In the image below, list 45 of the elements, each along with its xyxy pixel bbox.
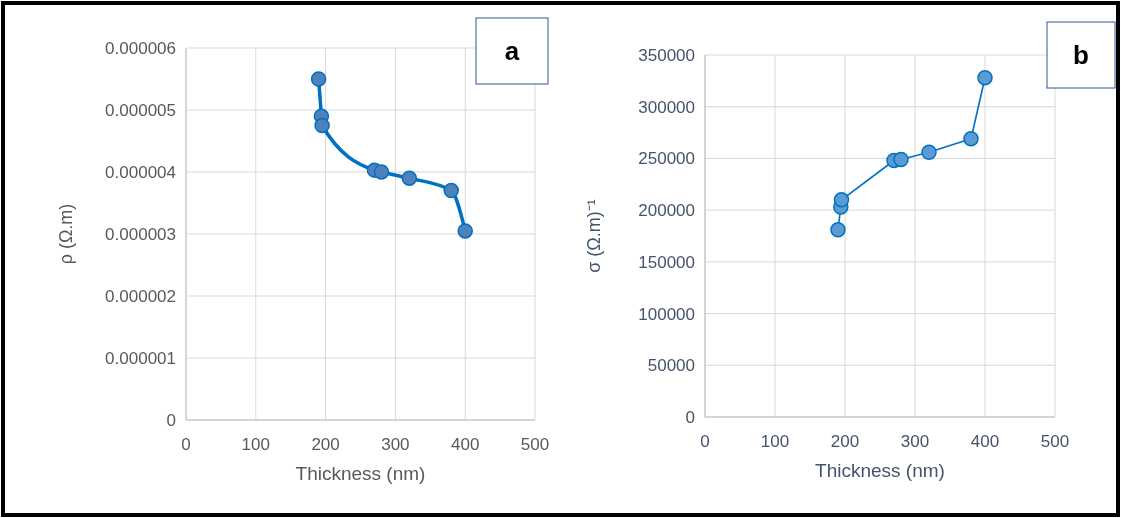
x-axis-title: Thickness (nm) [815, 460, 945, 481]
x-tick-label: 100 [760, 432, 790, 451]
y-axis-title: σ (Ω.m)⁻¹ [584, 199, 604, 273]
point [314, 117, 330, 134]
x-tick-label: 400 [970, 432, 1000, 451]
x-tick-label: 200 [830, 432, 860, 451]
point [893, 151, 909, 168]
y-tick-label: 0.000006 [105, 38, 176, 58]
x-tick-label: 500 [520, 435, 550, 454]
y-tick-label: 0 [685, 407, 695, 427]
y-axis-title: ρ (Ω.m) [56, 203, 76, 265]
x-tick-label: 0 [700, 432, 710, 451]
point [921, 144, 937, 160]
y-tick-label: 0.000003 [105, 224, 176, 244]
x-tick-label: 500 [1040, 432, 1070, 451]
x-tick-label: 300 [900, 432, 930, 451]
point [977, 70, 993, 86]
y-tick-label: 250000 [638, 149, 695, 169]
y-tick-label: 0.000001 [105, 348, 176, 368]
text: b [1073, 40, 1089, 71]
point [373, 164, 390, 180]
point [833, 192, 850, 208]
y-tick-label: 100000 [638, 304, 695, 324]
y-tick-label: 200000 [638, 201, 695, 221]
point [310, 71, 327, 87]
annotation: a [504, 36, 520, 67]
y-tick-label: 50000 [647, 356, 695, 376]
x-tick-label: 100 [241, 435, 270, 454]
y-tick-label: 0 [166, 410, 176, 430]
point [963, 131, 979, 147]
y-tick-label: 0.000005 [105, 100, 176, 120]
x-tick-label: 0 [181, 435, 191, 454]
x-tick-label: 200 [311, 435, 340, 454]
point [401, 170, 418, 186]
point [830, 222, 846, 238]
y-tick-label: 350000 [638, 45, 695, 65]
x-axis-title: Thickness (nm) [295, 463, 426, 484]
y-tick-label: 300000 [638, 97, 695, 117]
x-tick-label: 300 [381, 435, 410, 454]
point [457, 223, 473, 239]
x-tick-label: 400 [451, 435, 480, 454]
y-tick-label: 0.000004 [105, 162, 176, 182]
point [443, 182, 459, 199]
y-tick-label: 0.000002 [105, 286, 176, 306]
y-tick-label: 150000 [638, 252, 695, 272]
